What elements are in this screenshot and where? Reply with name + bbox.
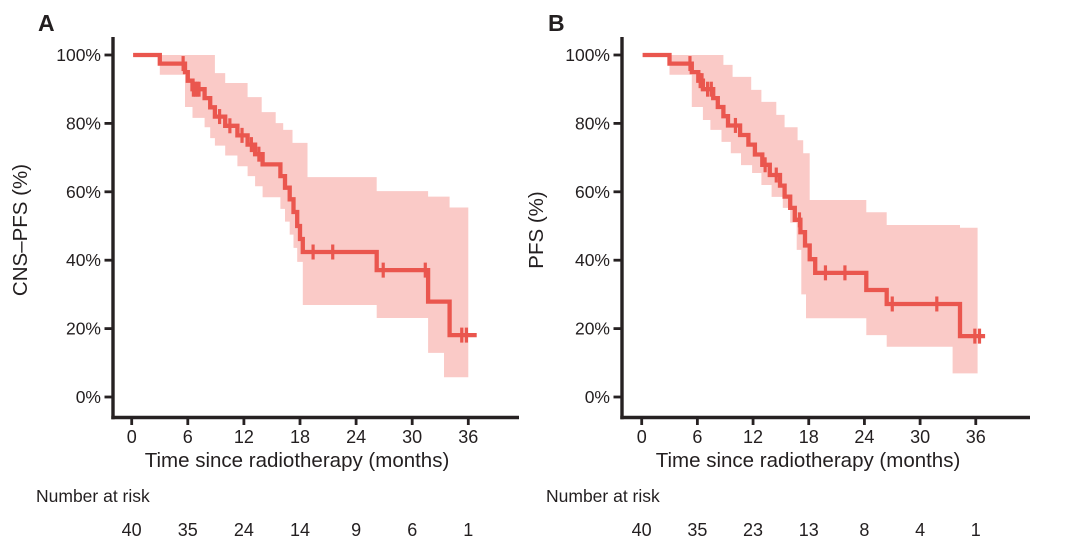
y-tick-label: 0% xyxy=(585,387,610,407)
censor-marks xyxy=(181,56,469,343)
panel-b-number-at-risk-label: Number at risk xyxy=(546,486,660,506)
x-tick-label: 0 xyxy=(127,427,137,447)
censor-marks xyxy=(688,56,982,344)
panel-a: 0% 20% 40% 60% 80% 100% 0 6 12 18 24 30 36 40 35 24 14 9 6… xyxy=(9,10,519,540)
x-tick-label: 30 xyxy=(402,427,422,447)
panel-b-letter: B xyxy=(548,10,566,36)
x-tick-label: 24 xyxy=(346,427,366,447)
y-tick-label: 20% xyxy=(575,319,610,339)
y-tick-label: 60% xyxy=(66,182,101,202)
y-tick-label: 80% xyxy=(66,113,101,133)
number-at-risk-value: 35 xyxy=(687,520,707,540)
number-at-risk-value: 14 xyxy=(290,520,310,540)
y-tick-label: 40% xyxy=(66,250,101,270)
x-tick-label: 12 xyxy=(743,427,763,447)
y-tick-label: 0% xyxy=(76,387,101,407)
x-tick-label: 30 xyxy=(910,427,930,447)
panel-b: 0% 20% 40% 60% 80% 100% 0 6 12 18 24 30 36 40 35 23 13 8 4… xyxy=(525,0,1080,551)
number-at-risk-value: 40 xyxy=(122,520,142,540)
y-tick-label: 40% xyxy=(575,250,610,270)
x-tick-label: 0 xyxy=(637,427,647,447)
number-at-risk-value: 1 xyxy=(463,520,473,540)
number-at-risk-value: 1 xyxy=(971,520,981,540)
axes: 0% 20% 40% 60% 80% 100% 0 6 12 18 24 30 36 xyxy=(56,37,519,447)
y-tick-label: 60% xyxy=(575,182,610,202)
number-at-risk-value: 35 xyxy=(178,520,198,540)
panel-b-x-axis-title: Time since radiotherapy (months) xyxy=(655,449,961,472)
x-tick-label: 18 xyxy=(290,427,310,447)
y-tick-label: 100% xyxy=(565,45,610,65)
km-plot-pfs: 0% 20% 40% 60% 80% 100% 0 6 12 18 24 30 36 40 35 23 13 8 4… xyxy=(565,37,1030,540)
confidence-band xyxy=(159,55,469,378)
number-at-risk-value: 40 xyxy=(632,520,652,540)
y-tick-label: 80% xyxy=(575,113,610,133)
km-plot-cns-pfs: 0% 20% 40% 60% 80% 100% 0 6 12 18 24 30 36 40 35 24 14 9 6… xyxy=(56,37,519,540)
panel-a-x-axis-title: Time since radiotherapy (months) xyxy=(144,449,450,472)
number-at-risk-value: 24 xyxy=(234,520,254,540)
number-at-risk-value: 13 xyxy=(799,520,819,540)
x-tick-label: 6 xyxy=(183,427,193,447)
axes: 0% 20% 40% 60% 80% 100% 0 6 12 18 24 30 36 xyxy=(565,37,1030,447)
panel-b-y-axis-title: PFS (%) xyxy=(525,191,548,269)
panel-a-letter: A xyxy=(38,10,56,36)
panel-a-y-axis-title: CNS–PFS (%) xyxy=(9,163,32,297)
x-tick-label: 36 xyxy=(458,427,478,447)
panel-a-number-at-risk-label: Number at risk xyxy=(36,486,150,506)
y-tick-label: 20% xyxy=(66,319,101,339)
x-tick-label: 24 xyxy=(854,427,874,447)
number-at-risk-value: 9 xyxy=(351,520,361,540)
number-at-risk-value: 6 xyxy=(407,520,417,540)
number-at-risk-value: 8 xyxy=(859,520,869,540)
x-tick-label: 18 xyxy=(799,427,819,447)
y-tick-label: 100% xyxy=(56,45,101,65)
x-tick-label: 6 xyxy=(692,427,702,447)
number-at-risk-value: 23 xyxy=(743,520,763,540)
x-tick-label: 12 xyxy=(234,427,254,447)
number-at-risk-value: 4 xyxy=(915,520,925,540)
x-tick-label: 36 xyxy=(966,427,986,447)
